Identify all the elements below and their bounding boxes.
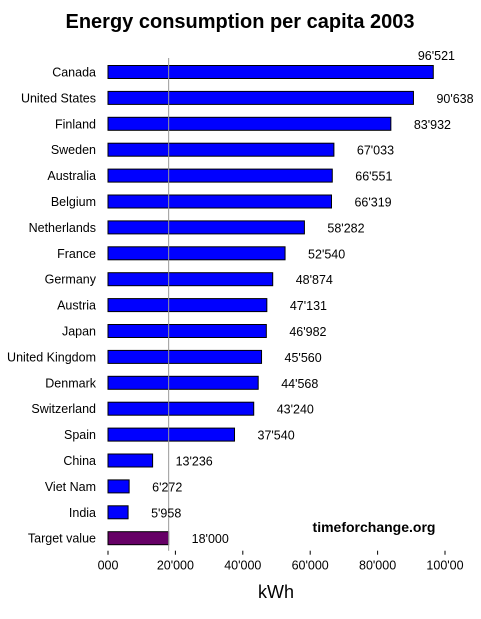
bar-spain xyxy=(107,427,236,442)
source-annotation: timeforchange.org xyxy=(313,519,436,535)
category-label: Finland xyxy=(55,117,96,131)
data-label: 44'568 xyxy=(281,377,318,391)
category-label: Switzerland xyxy=(31,402,96,416)
data-label: 66'319 xyxy=(354,196,391,210)
category-label: Japan xyxy=(62,325,96,339)
bar-japan xyxy=(107,324,267,338)
data-label: 67'033 xyxy=(357,144,394,158)
bar-france xyxy=(107,246,286,261)
bar-india xyxy=(107,505,129,520)
category-label: Viet Nam xyxy=(45,480,96,494)
data-label: 45'560 xyxy=(285,351,322,365)
x-tick-label: 000 xyxy=(98,559,119,573)
x-tick-label: 60'000 xyxy=(292,559,329,573)
data-label: 5'958 xyxy=(151,506,181,520)
data-label: 37'540 xyxy=(258,429,295,443)
bar-finland xyxy=(107,116,392,131)
category-label: Denmark xyxy=(45,376,96,390)
category-label: India xyxy=(69,506,96,520)
bar-target-value xyxy=(107,531,170,546)
bar-united-kingdom xyxy=(107,349,263,364)
data-label: 46'982 xyxy=(289,325,326,339)
x-axis-title: kWh xyxy=(258,582,294,602)
x-tick-label: 40'000 xyxy=(224,559,261,573)
category-label: United Kingdom xyxy=(7,350,96,364)
bar-sweden xyxy=(107,142,335,157)
data-label: 6'272 xyxy=(152,480,182,494)
category-label: China xyxy=(63,454,96,468)
bar-canada xyxy=(107,65,434,79)
data-label: 58'282 xyxy=(327,221,364,235)
category-label: Sweden xyxy=(51,143,96,157)
data-label: 52'540 xyxy=(308,247,345,261)
category-label: Australia xyxy=(47,169,96,183)
category-label: Austria xyxy=(57,299,96,313)
bars-layer xyxy=(107,58,434,551)
bar-china xyxy=(107,453,154,468)
bar-united-states xyxy=(107,90,414,105)
data-label: 66'551 xyxy=(355,170,392,184)
bar-netherlands xyxy=(107,220,305,235)
x-tick-label: 20'000 xyxy=(157,559,194,573)
bar-denmark xyxy=(107,375,259,390)
x-axis: 000 20'000 40'000 60'000 80'000 100'00 xyxy=(98,550,464,573)
category-label: Netherlands xyxy=(29,221,96,235)
x-tick-label: 80'000 xyxy=(359,559,396,573)
data-label: 90'638 xyxy=(436,92,473,106)
category-label: Spain xyxy=(64,428,96,442)
bar-switzerland xyxy=(107,401,255,416)
data-label: 18'000 xyxy=(192,532,229,546)
bar-austria xyxy=(107,298,268,313)
data-label: 96'521 xyxy=(418,49,455,63)
bar-belgium xyxy=(107,194,332,209)
data-label: 13'236 xyxy=(176,455,213,469)
data-label: 43'240 xyxy=(277,403,314,417)
bar-viet-nam xyxy=(107,479,130,494)
data-label: 83'932 xyxy=(414,118,451,132)
labels-layer: Canada 96'521 United States 90'638 Finland 83… xyxy=(7,49,474,546)
category-label: Canada xyxy=(52,66,96,80)
category-label: Target value xyxy=(28,532,96,546)
category-label: Belgium xyxy=(51,195,96,209)
bar-australia xyxy=(107,168,333,183)
bar-germany xyxy=(107,272,274,287)
category-label: France xyxy=(57,247,96,261)
category-label: Germany xyxy=(45,273,97,287)
data-label: 47'131 xyxy=(290,299,327,313)
category-label: United States xyxy=(21,91,96,105)
x-tick-label: 100'00 xyxy=(426,559,463,573)
data-label: 48'874 xyxy=(296,273,333,287)
chart-title: Energy consumption per capita 2003 xyxy=(66,11,415,33)
